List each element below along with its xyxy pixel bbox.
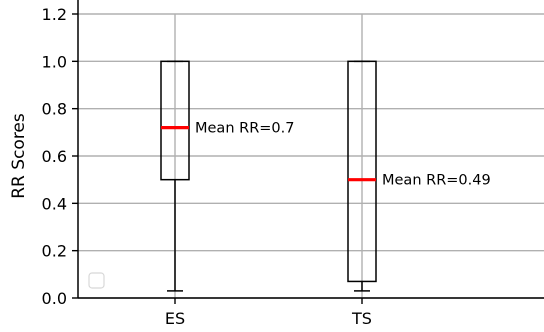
box-body-ts <box>347 60 377 283</box>
x-tick-label-ts: TS <box>351 309 372 328</box>
mean-rr-annotation-es: Mean RR=0.7 <box>195 121 294 137</box>
y-axis-label: RR Scores <box>9 113 29 199</box>
axis-layer <box>72 0 544 304</box>
y-tick-label-0-8: 0.8 <box>42 100 67 119</box>
y-tick-label-0-2: 0.2 <box>42 242 67 261</box>
box-body-es <box>160 60 190 181</box>
y-tick-label-0-6: 0.6 <box>42 147 67 166</box>
box-layer <box>160 60 377 292</box>
y-tick-label-1-0: 1.0 <box>42 52 67 71</box>
x-tick-label-es: ES <box>165 309 185 328</box>
y-tick-label-0-0: 0.0 <box>42 289 67 308</box>
label-layer: 0.0 0.2 0.4 0.6 0.8 1.0 1.2 ES TS RR Scores Mean R… <box>9 5 491 328</box>
y-tick-label-0-4: 0.4 <box>42 194 67 213</box>
empty-legend-box <box>88 272 105 289</box>
mean-rr-annotation-ts: Mean RR=0.49 <box>382 173 491 189</box>
grid-layer <box>78 13 544 299</box>
y-tick-label-1-2: 1.2 <box>42 5 67 24</box>
